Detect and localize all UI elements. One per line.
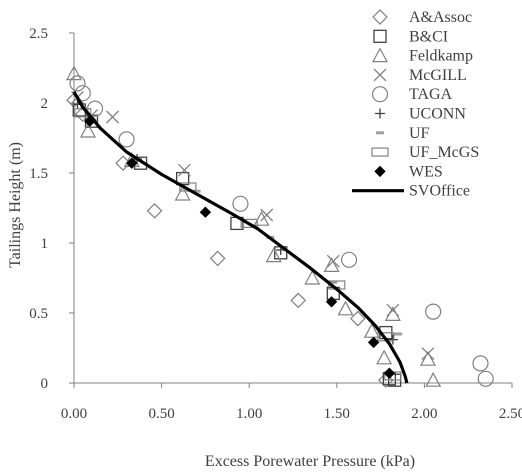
data-point bbox=[349, 310, 366, 327]
data-point bbox=[329, 280, 338, 284]
data-point bbox=[472, 355, 489, 372]
data-point bbox=[290, 292, 307, 309]
legend-label: TAGA bbox=[409, 86, 453, 103]
series-line-svoffice bbox=[72, 91, 409, 384]
data-point bbox=[477, 370, 494, 387]
y-tick-label: 0.5 bbox=[29, 306, 48, 322]
data-point bbox=[69, 75, 86, 92]
data-point bbox=[340, 251, 358, 268]
data-point bbox=[174, 185, 191, 201]
series-a-assoc bbox=[66, 92, 394, 389]
data-point bbox=[378, 372, 394, 389]
data-point bbox=[326, 254, 340, 268]
legend-label: UCONN bbox=[409, 106, 466, 123]
legend-item: B&CI bbox=[373, 28, 448, 45]
data-point bbox=[240, 218, 258, 228]
data-point bbox=[386, 303, 400, 317]
legend-label: UF_McGS bbox=[409, 144, 479, 161]
legend-item: Feldkamp bbox=[371, 47, 473, 65]
data-point bbox=[376, 349, 393, 365]
y-tick-label: 0 bbox=[41, 376, 49, 392]
x-tick-label: 0.00 bbox=[61, 406, 87, 422]
data-point bbox=[421, 347, 435, 361]
data-point bbox=[260, 208, 274, 222]
data-point bbox=[325, 296, 338, 308]
data-point bbox=[80, 122, 97, 138]
x-axis-title: Excess Porewater Pressure (kPa) bbox=[205, 453, 415, 470]
legend-marker bbox=[372, 9, 388, 25]
data-point bbox=[232, 195, 249, 212]
legend-marker bbox=[373, 29, 387, 43]
data-point bbox=[383, 367, 396, 379]
legend-item: UCONN bbox=[375, 106, 466, 123]
legend-label: McGILL bbox=[409, 67, 467, 84]
legend-item: UF_McGS bbox=[371, 144, 479, 161]
data-point bbox=[146, 202, 163, 219]
y-tick-label: 2 bbox=[41, 96, 49, 112]
legend-marker bbox=[376, 131, 384, 135]
y-tick-label: 1.5 bbox=[29, 166, 48, 182]
data-point bbox=[323, 257, 340, 272]
x-tick-label: 1.00 bbox=[236, 406, 262, 422]
legend-marker bbox=[375, 108, 385, 119]
y-tick-label: 2.5 bbox=[29, 26, 48, 42]
data-point bbox=[253, 210, 270, 226]
data-point bbox=[106, 110, 120, 124]
legend-item: SVOffice bbox=[352, 183, 470, 200]
legend-label: WES bbox=[409, 163, 443, 180]
x-tick-label: 0.50 bbox=[148, 406, 174, 422]
legend-label: A&Assoc bbox=[409, 9, 472, 26]
legend-marker bbox=[373, 68, 387, 82]
x-tick-label: 1.50 bbox=[324, 406, 350, 422]
data-point bbox=[179, 182, 197, 192]
data-point bbox=[126, 157, 138, 169]
data-point bbox=[394, 332, 403, 336]
data-point bbox=[199, 206, 212, 218]
data-point bbox=[337, 300, 354, 316]
legend-item: TAGA bbox=[371, 86, 453, 103]
series-layer bbox=[65, 65, 494, 389]
legend-marker bbox=[371, 47, 389, 63]
data-point bbox=[304, 269, 321, 285]
data-point bbox=[363, 322, 380, 338]
data-point bbox=[425, 303, 442, 320]
x-tick-label: 2.00 bbox=[411, 406, 437, 422]
data-point bbox=[118, 131, 135, 148]
data-point bbox=[387, 334, 398, 345]
data-point bbox=[367, 336, 380, 349]
series-mcgill bbox=[71, 90, 435, 361]
legend-marker bbox=[374, 165, 386, 178]
legend-label: Feldkamp bbox=[409, 48, 473, 65]
data-point bbox=[65, 65, 83, 81]
data-point bbox=[177, 163, 191, 177]
legend: A&Assoc B&CI Feldkamp McGILL TAGA UCONN UF UF_M… bbox=[352, 9, 479, 200]
x-tick-label: 2.50 bbox=[499, 406, 522, 422]
axes: 0.00 0.50 1.00 1.50 2.00 2.50 0 0.5 1 1.5 2 2.5 bbox=[29, 26, 522, 422]
series-feldkamp bbox=[65, 65, 442, 387]
legend-marker bbox=[371, 147, 389, 157]
legend-item: McGILL bbox=[373, 67, 467, 84]
y-axis-title: Tailings Height (m) bbox=[7, 142, 24, 268]
data-point bbox=[209, 250, 226, 267]
legend-label: B&CI bbox=[409, 28, 448, 45]
data-point bbox=[192, 189, 201, 193]
legend-item: WES bbox=[374, 163, 443, 180]
legend-marker bbox=[371, 86, 389, 103]
data-point bbox=[265, 247, 282, 263]
y-tick-label: 1 bbox=[41, 236, 49, 252]
data-point bbox=[419, 350, 436, 366]
legend-label: UF bbox=[409, 125, 430, 142]
data-point bbox=[425, 371, 442, 387]
legend-item: UF bbox=[376, 125, 430, 142]
legend-label: SVOffice bbox=[409, 183, 470, 200]
legend-item: A&Assoc bbox=[372, 9, 472, 26]
